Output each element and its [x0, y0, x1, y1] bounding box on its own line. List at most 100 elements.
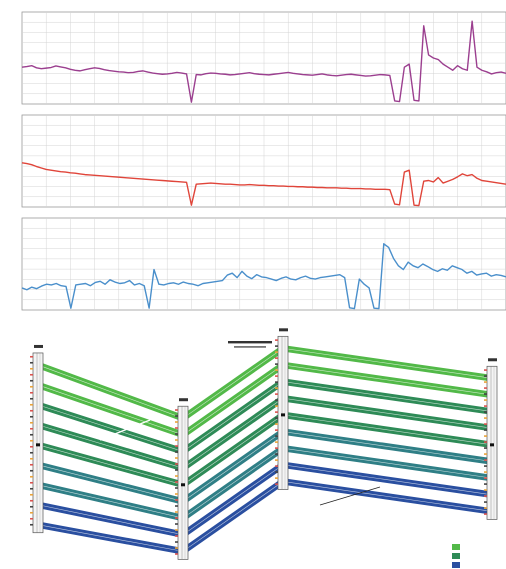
well-marker	[175, 451, 178, 453]
well-marker	[275, 399, 278, 401]
well-marker	[175, 535, 178, 537]
well-marker	[275, 363, 278, 365]
well-marker-black	[181, 483, 185, 487]
well-marker	[275, 393, 278, 395]
well-marker	[30, 499, 33, 502]
well-marker	[484, 483, 487, 485]
well-marker	[30, 385, 33, 388]
well-marker	[484, 447, 487, 449]
well-marker	[30, 433, 33, 436]
well-marker	[175, 523, 178, 525]
annotation-line	[99, 419, 151, 441]
well-marker	[30, 439, 33, 442]
well-marker	[30, 451, 33, 454]
well-marker-black	[490, 443, 494, 447]
well-marker	[484, 405, 487, 407]
well-column	[177, 405, 189, 560]
well-marker	[275, 369, 278, 371]
well-marker	[275, 339, 278, 341]
well-marker	[175, 541, 178, 543]
well-marker	[275, 357, 278, 359]
well-marker	[30, 505, 33, 508]
well-marker	[30, 493, 33, 496]
well-marker	[30, 421, 33, 424]
well-marker	[30, 517, 33, 520]
well-marker	[275, 429, 278, 431]
series-line	[21, 243, 506, 310]
correlation-band-highlight	[37, 397, 493, 469]
well-marker	[484, 375, 487, 377]
well-marker	[175, 547, 178, 549]
well-marker	[30, 415, 33, 418]
panel-title-mark	[228, 341, 272, 344]
well-marker	[484, 453, 487, 455]
well-marker	[30, 511, 33, 514]
well-marker	[275, 387, 278, 389]
well-marker	[275, 375, 278, 377]
well-marker	[30, 475, 33, 478]
well-marker	[175, 499, 178, 501]
well-marker	[484, 441, 487, 443]
well-marker	[30, 373, 33, 376]
well-marker	[175, 553, 178, 555]
well-marker	[275, 453, 278, 455]
correlation-band-highlight	[37, 481, 493, 552]
well-marker	[175, 463, 178, 465]
well-marker	[275, 423, 278, 425]
well-marker	[175, 427, 178, 429]
well-header	[488, 358, 497, 362]
correlation-band-highlight	[37, 364, 493, 436]
well-marker	[484, 435, 487, 437]
well-header	[179, 398, 188, 402]
well-marker	[484, 393, 487, 395]
well-marker	[30, 403, 33, 406]
well-marker	[175, 475, 178, 477]
line-panel-3	[21, 217, 506, 311]
well-marker	[30, 397, 33, 400]
well-marker-black	[281, 413, 285, 417]
well-marker	[175, 445, 178, 447]
well-marker	[30, 379, 33, 382]
well-marker	[275, 447, 278, 449]
well-marker	[30, 487, 33, 490]
well-marker	[30, 445, 33, 448]
correlation-panel	[30, 328, 498, 568]
well-marker	[175, 529, 178, 531]
well-marker	[175, 433, 178, 435]
well-marker	[175, 487, 178, 489]
correlation-band-highlight	[37, 431, 493, 502]
well-marker	[484, 459, 487, 461]
well-marker	[30, 391, 33, 394]
well-marker	[30, 427, 33, 430]
well-marker	[275, 417, 278, 419]
well-header	[34, 344, 43, 348]
well-marker	[175, 493, 178, 495]
well-marker	[275, 459, 278, 461]
well-marker-black	[36, 443, 40, 447]
line-panel-2	[21, 114, 506, 208]
well-column	[486, 365, 498, 520]
well-marker	[175, 415, 178, 417]
well-marker	[30, 469, 33, 472]
well-column	[277, 335, 289, 490]
line-panel-1	[21, 11, 506, 105]
well-marker	[484, 489, 487, 491]
well-marker	[30, 457, 33, 460]
well-marker	[484, 513, 487, 515]
well-marker	[175, 439, 178, 441]
well-marker	[30, 409, 33, 412]
series-line	[21, 162, 506, 207]
well-marker	[275, 411, 278, 413]
legend-swatch	[452, 553, 460, 559]
series-line	[21, 20, 506, 103]
well-marker	[175, 469, 178, 471]
well-marker	[30, 523, 33, 526]
well-marker	[275, 351, 278, 353]
well-marker	[484, 477, 487, 479]
well-marker	[175, 511, 178, 513]
well-marker	[175, 421, 178, 423]
correlation-band-highlight	[37, 347, 493, 419]
well-marker	[30, 361, 33, 364]
well-marker	[484, 381, 487, 383]
